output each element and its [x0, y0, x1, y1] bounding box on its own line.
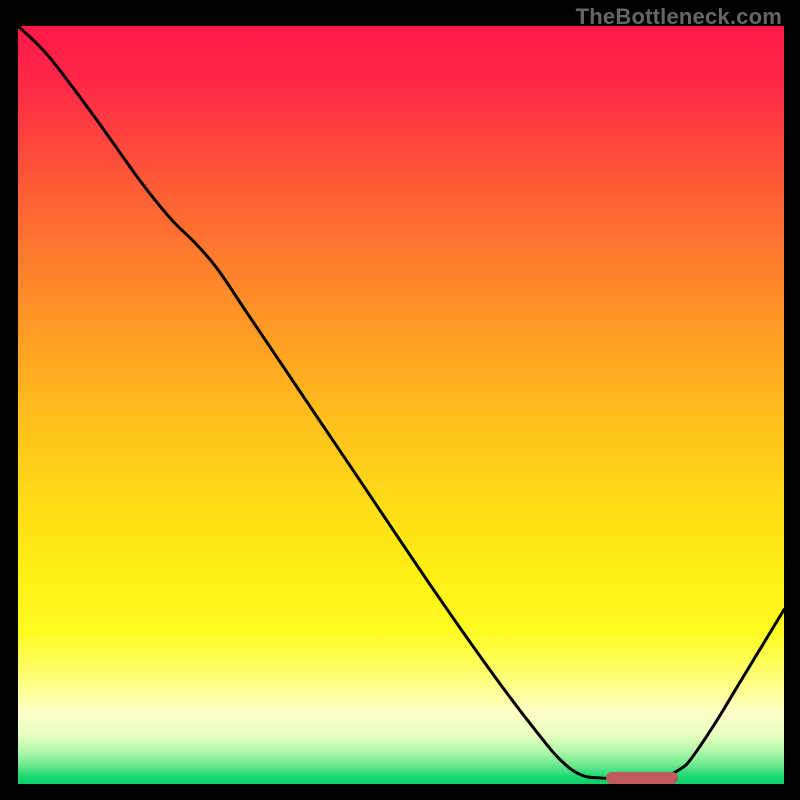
optimal-range-marker [606, 772, 678, 784]
watermark-text: TheBottleneck.com [576, 4, 782, 30]
plot-svg [18, 26, 784, 784]
plot-area [18, 26, 784, 784]
plot-background [18, 26, 784, 784]
chart-frame: TheBottleneck.com [0, 0, 800, 800]
